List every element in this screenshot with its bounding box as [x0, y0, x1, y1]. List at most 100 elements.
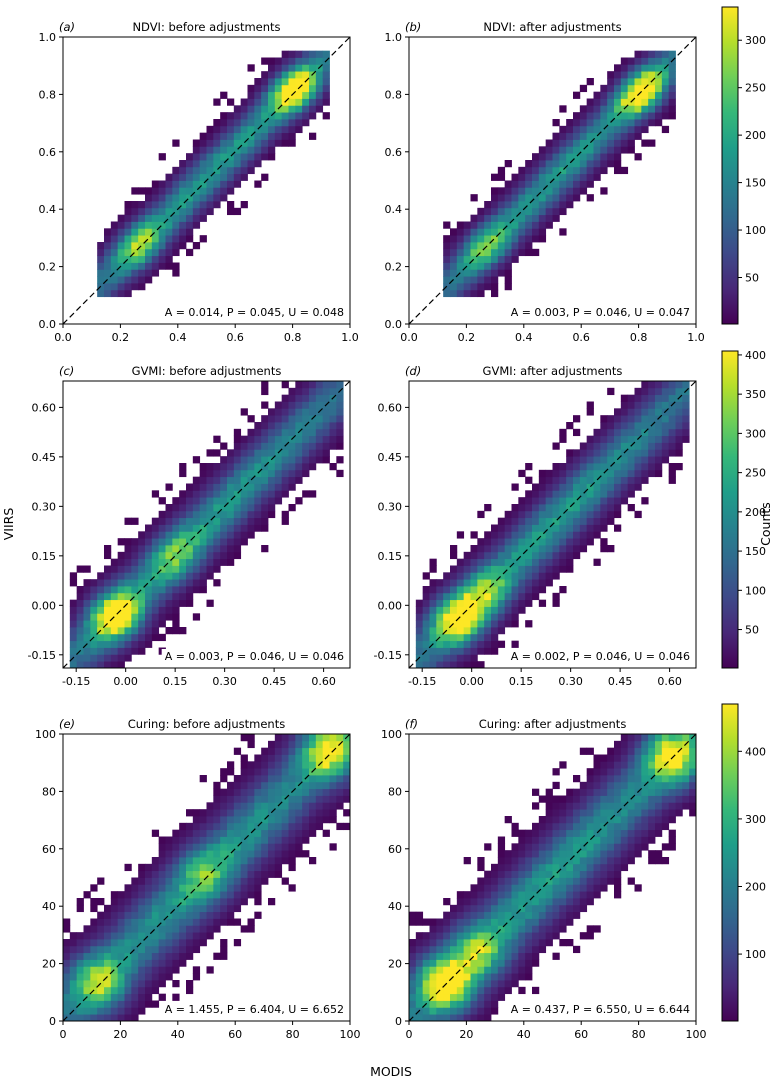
heatmap-cell	[648, 381, 656, 389]
heatmap-cell	[145, 952, 153, 960]
heatmap-cell	[415, 606, 424, 614]
heatmap-cell	[104, 661, 112, 668]
heatmap-cell	[268, 442, 276, 450]
heatmap-cell	[552, 510, 560, 519]
heatmap-cell	[179, 524, 187, 532]
heatmap-cell	[151, 918, 160, 926]
heatmap-cell	[261, 822, 269, 831]
heatmap-cell	[538, 531, 547, 539]
heatmap-cell	[172, 620, 180, 628]
heatmap-cell	[131, 898, 139, 906]
heatmap-cell	[559, 531, 567, 539]
heatmap-cell	[151, 870, 160, 878]
heatmap-cell	[104, 932, 112, 940]
heatmap-cell	[443, 993, 451, 1001]
heatmap-cell	[315, 734, 324, 742]
heatmap-cell	[593, 160, 601, 168]
heatmap-cell	[477, 640, 485, 648]
heatmap-cell	[559, 524, 567, 532]
y-tick-label: 0.8	[39, 88, 57, 101]
heatmap-cell	[227, 768, 235, 776]
heatmap-cell	[186, 952, 194, 960]
heatmap-cell	[545, 829, 553, 837]
heatmap-cell	[110, 221, 119, 229]
heatmap-cell	[206, 925, 214, 933]
heatmap-cell	[538, 483, 547, 491]
heatmap-cell	[220, 463, 228, 471]
x-tick-label: 0.45	[608, 675, 633, 688]
heatmap-cell	[497, 592, 506, 601]
heatmap-cell	[429, 959, 437, 967]
heatmap-cell	[436, 627, 444, 635]
heatmap-cell	[422, 932, 430, 940]
heatmap-cell	[110, 904, 119, 913]
heatmap-cell	[138, 558, 146, 566]
heatmap-cell	[261, 381, 269, 389]
heatmap-cell	[240, 788, 248, 796]
heatmap-cell	[450, 613, 458, 621]
heatmap-cell	[497, 551, 506, 560]
heatmap-cell	[668, 802, 676, 810]
heatmap-cell	[511, 207, 519, 216]
heatmap-cell	[538, 146, 547, 154]
heatmap-cell	[689, 747, 696, 755]
heatmap-cell	[552, 483, 560, 491]
heatmap-cell	[532, 877, 540, 885]
heatmap-cell	[233, 456, 242, 464]
heatmap-cell	[566, 870, 574, 878]
heatmap-cell	[559, 497, 567, 505]
heatmap-cell	[443, 606, 451, 614]
heatmap-cell	[463, 661, 471, 668]
heatmap-cell	[124, 235, 132, 243]
heatmap-cell	[179, 235, 187, 243]
heatmap-cell	[165, 194, 173, 202]
heatmap-cell	[138, 863, 146, 872]
heatmap-cell	[213, 816, 221, 824]
heatmap-cell	[634, 394, 642, 402]
heatmap-cell	[302, 119, 310, 127]
heatmap-cell	[566, 524, 574, 532]
heatmap-cell	[532, 918, 540, 926]
heatmap-cell	[579, 442, 588, 450]
heatmap-cell	[627, 64, 635, 72]
heatmap-cell	[199, 497, 207, 505]
heatmap-cell	[206, 194, 214, 202]
heatmap-cell	[491, 255, 499, 263]
stats-background	[161, 305, 347, 320]
heatmap-cell	[261, 517, 269, 525]
heatmap-cell	[254, 146, 262, 154]
heatmap-cell	[511, 884, 519, 892]
heatmap-cell	[573, 538, 581, 546]
heatmap-cell	[254, 160, 262, 168]
heatmap-cell	[172, 194, 180, 202]
heatmap-cell	[566, 119, 574, 127]
heatmap-cell	[247, 925, 255, 933]
heatmap-cell	[477, 959, 485, 967]
heatmap-cell	[254, 483, 262, 491]
heatmap-cell	[682, 795, 690, 803]
heatmap-cell	[254, 84, 262, 93]
heatmap-cell	[145, 925, 153, 933]
heatmap-cell	[607, 153, 615, 161]
heatmap-cell	[586, 160, 594, 168]
heatmap-cell	[192, 911, 201, 919]
one-to-one-line	[63, 381, 350, 668]
heatmap-cell	[186, 809, 194, 817]
heatmap-cell	[329, 788, 337, 796]
heatmap-cell	[179, 870, 187, 878]
heatmap-cell	[329, 795, 337, 803]
heatmap-cell	[138, 911, 146, 919]
heatmap-cell	[429, 966, 437, 974]
heatmap-cell	[566, 802, 574, 810]
heatmap-cell	[145, 551, 153, 560]
heatmap-cell	[165, 952, 173, 960]
heatmap-cell	[213, 545, 221, 553]
heatmap-cell	[199, 775, 207, 783]
heatmap-cell	[456, 620, 465, 628]
heatmap-cell	[233, 531, 242, 539]
heatmap-cell	[627, 139, 635, 147]
heatmap-cell	[559, 863, 567, 872]
heatmap-cell	[97, 242, 105, 250]
heatmap-cell	[240, 898, 248, 906]
heatmap-cell	[443, 647, 451, 655]
